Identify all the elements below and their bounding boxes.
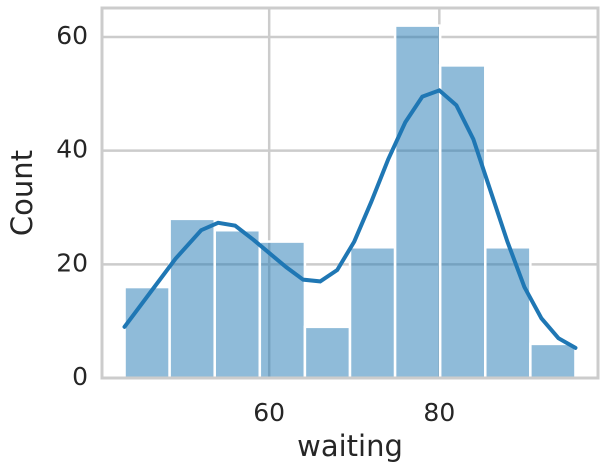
x-tick-label: 80 — [423, 398, 455, 427]
kde-line — [122, 88, 578, 350]
bar — [438, 64, 487, 380]
axis-spine — [100, 6, 600, 380]
bar — [303, 325, 352, 380]
y-tick-label: 40 — [56, 135, 88, 164]
y-tick-label: 20 — [56, 248, 88, 277]
y-axis-label: Count — [5, 150, 39, 236]
bar — [123, 285, 171, 380]
bar — [348, 246, 397, 380]
bar — [484, 246, 532, 380]
bar — [213, 228, 262, 380]
x-axis-label: waiting — [297, 429, 403, 463]
y-tick-label: 60 — [56, 21, 88, 50]
y-tick-label: 0 — [72, 362, 88, 391]
x-tick-label: 60 — [253, 398, 285, 427]
bar — [529, 342, 577, 380]
bar — [393, 24, 442, 380]
